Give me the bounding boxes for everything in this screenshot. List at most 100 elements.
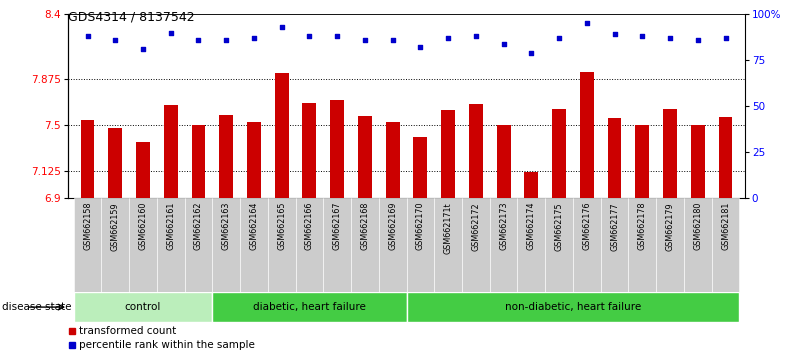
Text: disease state: disease state bbox=[2, 302, 71, 312]
Text: GSM662158: GSM662158 bbox=[83, 202, 92, 251]
Point bbox=[663, 35, 676, 41]
Text: GSM662163: GSM662163 bbox=[222, 202, 231, 250]
Bar bbox=[552, 109, 566, 198]
Bar bbox=[489, 198, 517, 292]
Bar bbox=[684, 198, 711, 292]
Bar bbox=[608, 119, 622, 198]
Text: GSM662175: GSM662175 bbox=[554, 202, 564, 251]
Text: GSM662177: GSM662177 bbox=[610, 202, 619, 251]
Bar bbox=[268, 198, 296, 292]
Text: GSM662171t: GSM662171t bbox=[444, 202, 453, 253]
Bar bbox=[157, 198, 184, 292]
Text: GSM662168: GSM662168 bbox=[360, 202, 369, 250]
Bar bbox=[406, 198, 434, 292]
Point bbox=[219, 37, 232, 43]
Bar bbox=[469, 104, 483, 198]
Point bbox=[497, 41, 510, 46]
Bar bbox=[303, 103, 316, 198]
Text: GSM662174: GSM662174 bbox=[527, 202, 536, 251]
Bar bbox=[102, 198, 129, 292]
Point bbox=[581, 21, 594, 26]
Point bbox=[359, 37, 372, 43]
Bar bbox=[517, 198, 545, 292]
Text: GSM662167: GSM662167 bbox=[332, 202, 342, 251]
Bar bbox=[324, 198, 351, 292]
Point bbox=[109, 37, 122, 43]
Text: GSM662161: GSM662161 bbox=[167, 202, 175, 250]
Text: diabetic, heart failure: diabetic, heart failure bbox=[253, 302, 366, 312]
Bar bbox=[656, 198, 684, 292]
Text: control: control bbox=[125, 302, 161, 312]
Bar bbox=[663, 109, 677, 198]
Text: GSM662165: GSM662165 bbox=[277, 202, 286, 251]
Bar bbox=[635, 125, 650, 198]
Bar bbox=[358, 116, 372, 198]
Bar bbox=[601, 198, 629, 292]
Bar bbox=[247, 122, 261, 198]
Text: GSM662166: GSM662166 bbox=[305, 202, 314, 250]
Bar bbox=[74, 198, 102, 292]
Bar bbox=[690, 125, 705, 198]
Bar bbox=[191, 125, 205, 198]
Bar bbox=[545, 198, 573, 292]
Point bbox=[248, 35, 260, 41]
Text: GSM662169: GSM662169 bbox=[388, 202, 397, 251]
Text: non-diabetic, heart failure: non-diabetic, heart failure bbox=[505, 302, 641, 312]
Bar bbox=[434, 198, 462, 292]
Point bbox=[331, 33, 344, 39]
Text: GSM662162: GSM662162 bbox=[194, 202, 203, 251]
Text: GSM662181: GSM662181 bbox=[721, 202, 730, 250]
Bar bbox=[212, 198, 240, 292]
Text: GSM662173: GSM662173 bbox=[499, 202, 508, 251]
Text: GSM662178: GSM662178 bbox=[638, 202, 646, 251]
Text: GDS4314 / 8137542: GDS4314 / 8137542 bbox=[68, 11, 195, 24]
Point bbox=[441, 35, 454, 41]
Bar bbox=[718, 117, 732, 198]
Bar bbox=[351, 198, 379, 292]
Point bbox=[276, 24, 288, 30]
Point bbox=[636, 33, 649, 39]
Bar bbox=[219, 115, 233, 198]
Point bbox=[164, 30, 177, 35]
Text: GSM662180: GSM662180 bbox=[694, 202, 702, 250]
Point bbox=[525, 50, 537, 56]
Bar bbox=[497, 125, 510, 198]
Point bbox=[137, 46, 150, 52]
Text: GSM662160: GSM662160 bbox=[139, 202, 147, 250]
Point bbox=[303, 33, 316, 39]
Bar bbox=[136, 142, 150, 198]
Point bbox=[719, 35, 732, 41]
Text: transformed count: transformed count bbox=[79, 326, 176, 336]
Bar bbox=[580, 72, 594, 198]
Point bbox=[553, 35, 566, 41]
Bar bbox=[711, 198, 739, 292]
Bar bbox=[462, 198, 489, 292]
Point bbox=[469, 33, 482, 39]
Bar bbox=[129, 198, 157, 292]
Point bbox=[608, 32, 621, 37]
Point bbox=[192, 37, 205, 43]
Bar bbox=[525, 172, 538, 198]
Bar bbox=[108, 128, 123, 198]
Bar bbox=[573, 198, 601, 292]
Text: GSM662159: GSM662159 bbox=[111, 202, 119, 251]
Bar bbox=[386, 122, 400, 198]
Text: GSM662164: GSM662164 bbox=[249, 202, 259, 250]
Bar bbox=[441, 110, 455, 198]
Point bbox=[691, 37, 704, 43]
Point bbox=[414, 45, 427, 50]
Text: GSM662170: GSM662170 bbox=[416, 202, 425, 251]
Bar bbox=[240, 198, 268, 292]
Bar bbox=[275, 73, 288, 198]
Bar bbox=[413, 137, 427, 198]
Bar bbox=[163, 105, 178, 198]
Text: GSM662176: GSM662176 bbox=[582, 202, 591, 251]
Text: GSM662172: GSM662172 bbox=[471, 202, 481, 251]
Bar bbox=[81, 120, 95, 198]
Point bbox=[386, 37, 399, 43]
Bar bbox=[296, 198, 324, 292]
Bar bbox=[629, 198, 656, 292]
Bar bbox=[330, 100, 344, 198]
Text: GSM662179: GSM662179 bbox=[666, 202, 674, 251]
Bar bbox=[74, 292, 212, 322]
